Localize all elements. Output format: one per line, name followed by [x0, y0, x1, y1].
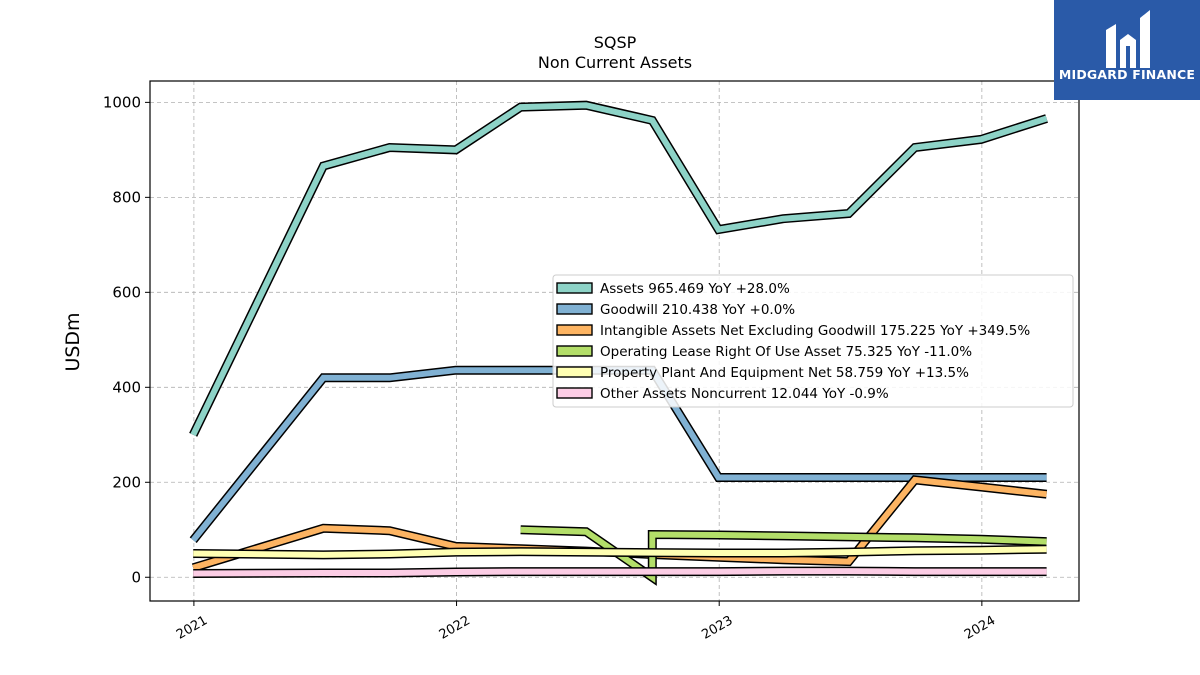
y-tick-label: 800 — [112, 188, 141, 206]
legend-swatch — [556, 387, 593, 399]
x-tick-label: 2022 — [437, 613, 473, 643]
series-stroke — [193, 568, 1047, 577]
legend-entry: Other Assets Noncurrent 12.044 YoY -0.9% — [600, 386, 889, 402]
y-tick-label: 600 — [112, 283, 141, 301]
x-tick-label: 2023 — [699, 613, 735, 643]
y-tick-label: 200 — [112, 473, 141, 491]
series-stroke — [190, 102, 1048, 437]
chart-title: SQSP — [594, 33, 637, 52]
y-axis-label: USDm — [62, 312, 84, 371]
series-line-5 — [193, 566, 1047, 578]
series-line-0 — [189, 100, 1048, 437]
midgard-logo: MIDGARD FINANCE — [1054, 0, 1200, 100]
plot-frame — [149, 80, 1080, 602]
legend: Assets 965.469 YoY +28.0% Goodwill 210.43… — [552, 274, 1074, 408]
legend-entry: Intangible Assets Net Excluding Goodwill… — [600, 323, 1030, 339]
legend-entry: Assets 965.469 YoY +28.0% — [600, 281, 790, 297]
legend-entry: Property Plant And Equipment Net 58.759 … — [600, 365, 969, 381]
legend-swatch — [556, 345, 593, 357]
legend-swatch — [556, 282, 593, 294]
legend-swatch — [556, 324, 593, 336]
legend-entry: Operating Lease Right Of Use Asset 75.32… — [600, 344, 972, 360]
y-tick-label: 0 — [131, 568, 141, 586]
logo-text: MIDGARD FINANCE — [1058, 67, 1196, 82]
y-tick-label: 400 — [112, 378, 141, 396]
midgard-logo-icon — [1106, 10, 1150, 68]
chart-subtitle: Non Current Assets — [538, 53, 692, 72]
legend-swatch — [556, 366, 593, 378]
y-tick-label: 1000 — [103, 93, 141, 111]
legend-box — [552, 274, 1074, 408]
x-tick-label: 2024 — [962, 613, 998, 643]
series-line-4 — [193, 544, 1047, 560]
legend-swatch — [556, 303, 593, 315]
legend-entry: Goodwill 210.438 YoY +0.0% — [600, 302, 795, 318]
x-tick-label: 2021 — [174, 613, 210, 643]
series-stroke — [193, 546, 1047, 558]
